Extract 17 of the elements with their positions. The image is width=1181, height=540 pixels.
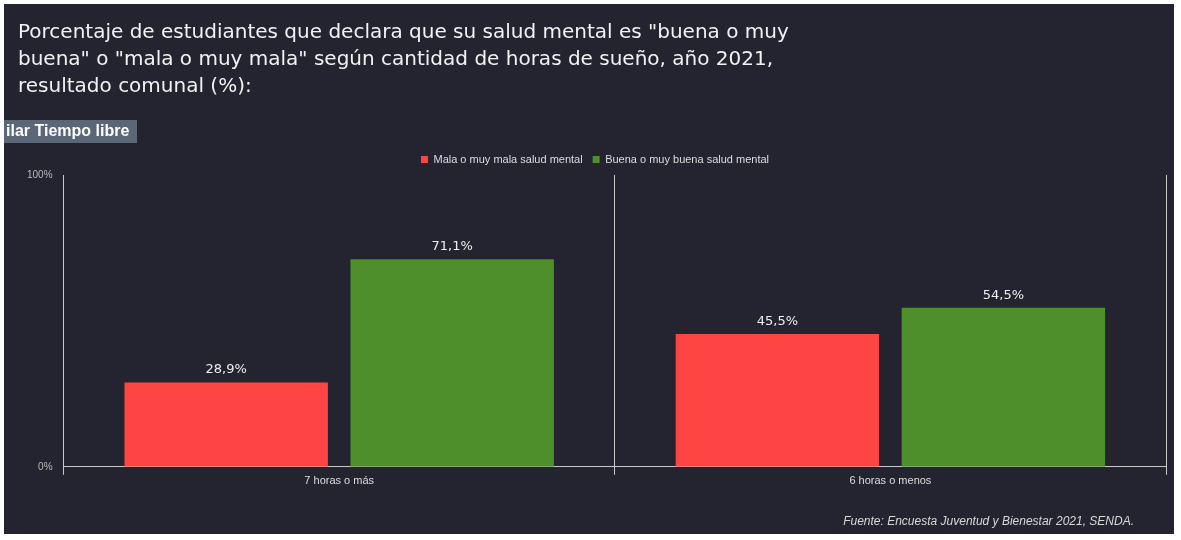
data-label: 45,5%: [756, 312, 799, 328]
legend-label: Mala o muy mala salud mental: [433, 152, 583, 165]
source-note: Fuente: Encuesta Juventud y Bienestar 2021, SENDA.: [843, 514, 1134, 528]
x-tick-label: 7 horas o más: [304, 474, 375, 487]
bar: [124, 382, 328, 467]
x-tick-label: 6 horas o menos: [849, 474, 932, 487]
text: ilar Tiempo libre: [4, 120, 138, 143]
data-label: 71,1%: [431, 238, 473, 254]
bar: [901, 307, 1106, 467]
chart-title: Porcentaje de estudiantes que declara que su salud mental es "buena o muy buena" o "mala o muy mala" según cantidad de horas de sueño, año 2021, resultado comunal (%):: [18, 18, 790, 99]
y-tick-label: 100%: [27, 168, 53, 180]
data-label: 28,9%: [205, 361, 247, 377]
bar: [675, 334, 880, 467]
data-label: 54,5%: [982, 286, 1025, 302]
y-tick-label: 0%: [38, 460, 53, 472]
bar: [350, 259, 554, 467]
legend-label: Buena o muy buena salud mental: [605, 152, 770, 165]
